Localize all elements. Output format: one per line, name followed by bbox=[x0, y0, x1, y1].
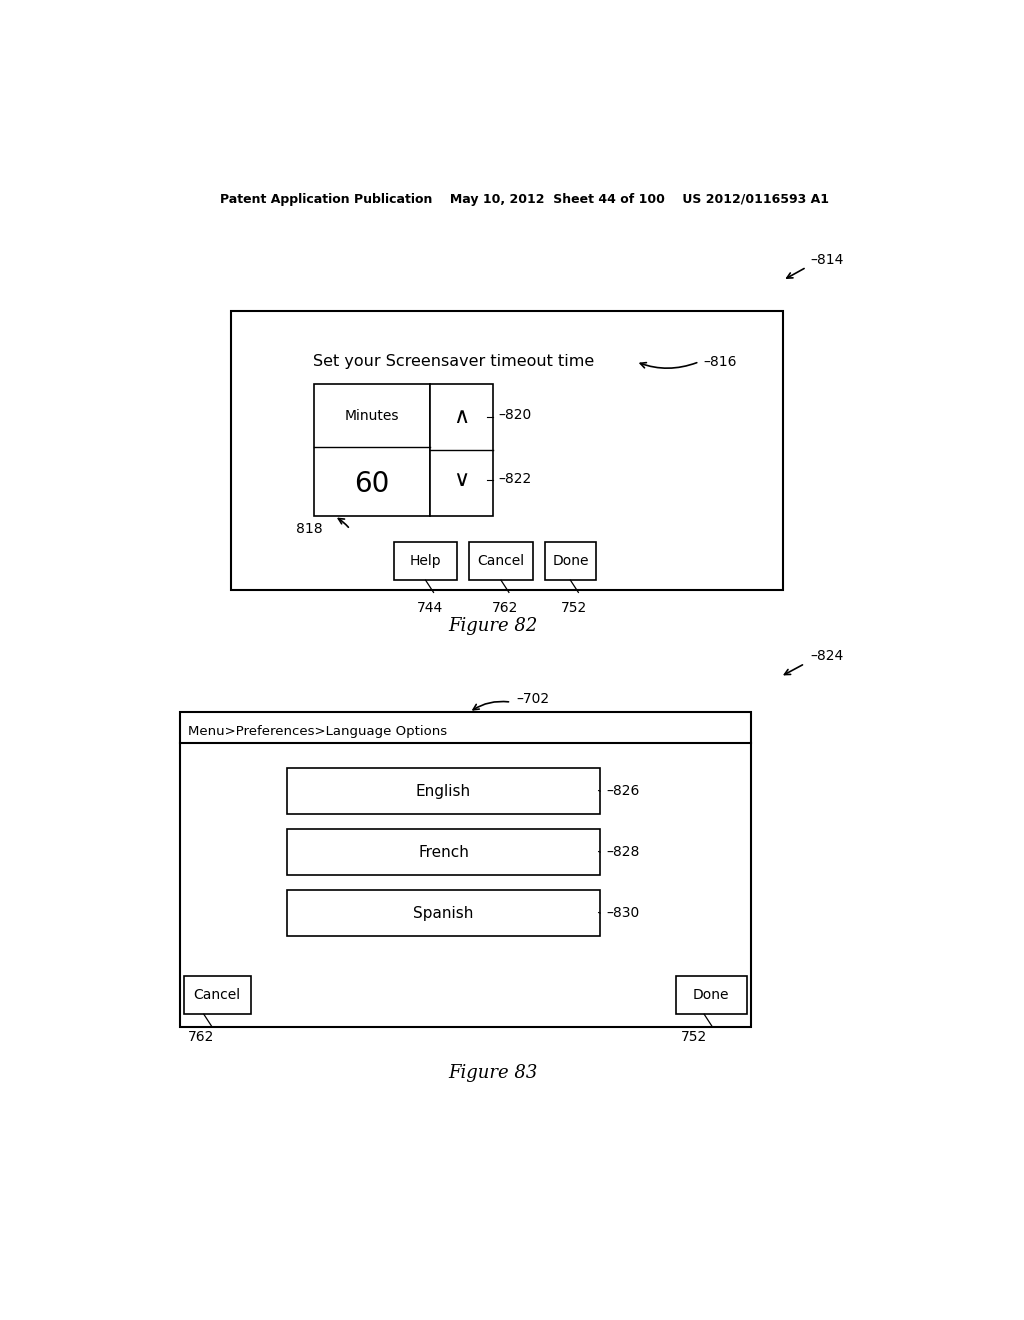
Bar bbox=[676, 975, 746, 1014]
Text: –828: –828 bbox=[606, 845, 640, 858]
Text: 762: 762 bbox=[187, 1031, 214, 1044]
Bar bbox=[183, 975, 251, 1014]
Bar bbox=[394, 541, 458, 581]
Bar bbox=[179, 713, 751, 1027]
Bar bbox=[430, 384, 494, 516]
Text: 762: 762 bbox=[492, 601, 518, 615]
Text: ∨: ∨ bbox=[454, 470, 469, 491]
Text: –826: –826 bbox=[606, 784, 640, 797]
Text: 752: 752 bbox=[561, 601, 588, 615]
Text: Cancel: Cancel bbox=[477, 554, 524, 568]
Text: Figure 82: Figure 82 bbox=[449, 616, 538, 635]
Text: 818: 818 bbox=[296, 523, 323, 536]
Bar bbox=[287, 829, 600, 875]
Text: Done: Done bbox=[693, 987, 729, 1002]
Text: 60: 60 bbox=[354, 470, 390, 499]
Text: Cancel: Cancel bbox=[194, 987, 241, 1002]
Text: –816: –816 bbox=[703, 355, 737, 368]
Text: –702: –702 bbox=[517, 692, 550, 706]
Text: Set your Screensaver timeout time: Set your Screensaver timeout time bbox=[312, 354, 594, 370]
Text: 744: 744 bbox=[417, 601, 442, 615]
Text: Figure 83: Figure 83 bbox=[449, 1064, 538, 1082]
Bar bbox=[287, 768, 600, 814]
Text: Minutes: Minutes bbox=[345, 409, 399, 422]
Text: Spanish: Spanish bbox=[414, 906, 474, 920]
Bar bbox=[469, 541, 532, 581]
Text: –822: –822 bbox=[499, 471, 531, 486]
Bar bbox=[287, 890, 600, 936]
Text: Patent Application Publication    May 10, 2012  Sheet 44 of 100    US 2012/01165: Patent Application Publication May 10, 2… bbox=[220, 193, 829, 206]
Bar bbox=[231, 312, 782, 590]
Bar bbox=[314, 384, 430, 516]
Text: –820: –820 bbox=[499, 408, 531, 421]
Text: French: French bbox=[418, 845, 469, 859]
Bar bbox=[545, 541, 596, 581]
Text: English: English bbox=[416, 784, 471, 799]
Text: Menu>Preferences>Language Options: Menu>Preferences>Language Options bbox=[187, 725, 446, 738]
Text: Done: Done bbox=[552, 554, 589, 568]
Text: 752: 752 bbox=[681, 1031, 708, 1044]
Text: Help: Help bbox=[410, 554, 441, 568]
Text: –824: –824 bbox=[811, 649, 844, 664]
Text: –814: –814 bbox=[811, 253, 844, 267]
Text: ∧: ∧ bbox=[454, 407, 469, 428]
Text: –830: –830 bbox=[606, 906, 640, 920]
